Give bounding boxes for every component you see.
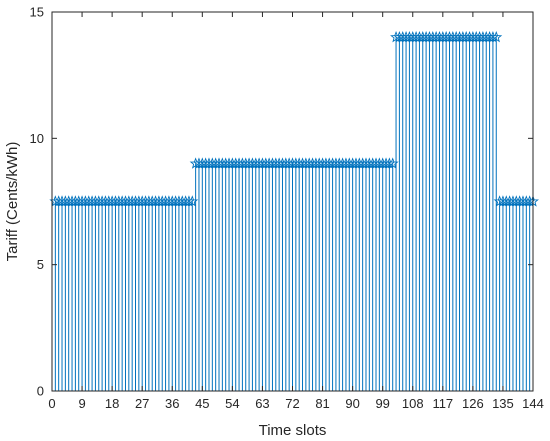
- y-tick-label: 0: [37, 384, 44, 399]
- y-tick-label: 15: [30, 5, 44, 20]
- x-tick-label: 108: [402, 396, 424, 411]
- stem-marker: [186, 195, 199, 207]
- x-tick-label: 54: [225, 396, 239, 411]
- x-tick-label: 135: [492, 396, 514, 411]
- y-tick-label: 10: [30, 131, 44, 146]
- stem-marker: [383, 157, 396, 169]
- x-tick-label: 18: [105, 396, 119, 411]
- x-tick-label: 90: [345, 396, 359, 411]
- x-tick-label: 72: [285, 396, 299, 411]
- x-tick-label: 63: [255, 396, 269, 411]
- y-axis-label: Tariff (Cents/kWh): [4, 142, 21, 262]
- x-axis-label: Time slots: [259, 422, 327, 439]
- stem-marker: [386, 157, 399, 169]
- x-tick-label: 117: [432, 396, 453, 411]
- x-tick-label: 99: [375, 396, 389, 411]
- x-tick-label: 9: [78, 396, 85, 411]
- stem-marker: [490, 30, 503, 43]
- x-tick-label: 0: [48, 396, 55, 411]
- stem-markers: [49, 30, 539, 207]
- stem-marker: [182, 195, 195, 207]
- y-axis-ticks: 0 5 10 15: [30, 5, 533, 399]
- x-tick-label: 45: [195, 396, 209, 411]
- x-tick-label: 144: [522, 396, 544, 411]
- x-tick-label: 126: [462, 396, 484, 411]
- stem-lines: [54, 37, 534, 391]
- x-tick-label: 27: [135, 396, 149, 411]
- y-tick-label: 5: [37, 257, 44, 272]
- x-tick-label: 36: [165, 396, 179, 411]
- x-tick-label: 81: [315, 396, 329, 411]
- stem-marker: [486, 30, 499, 43]
- x-axis-ticks: 0 9 18 27 36 45 54 63 72 81 90 99 108 117 126 135 144: [48, 12, 544, 411]
